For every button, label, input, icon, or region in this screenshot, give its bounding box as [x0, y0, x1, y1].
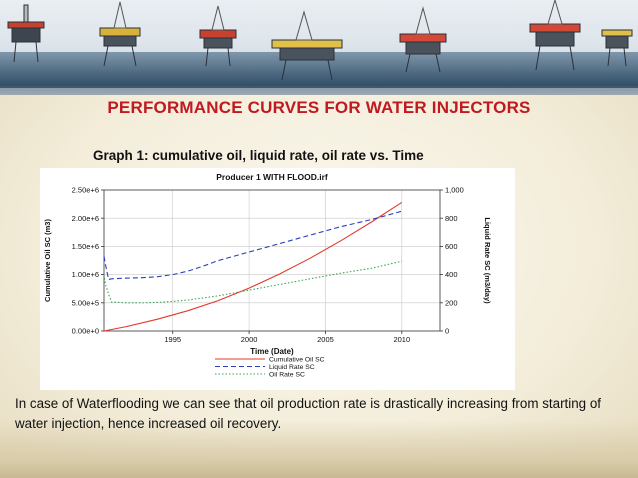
- graph-subtitle: Graph 1: cumulative oil, liquid rate, oi…: [93, 148, 424, 163]
- chart-svg: Producer 1 WITH FLOOD.irf 0.00e+0 5.00e+5…: [40, 168, 515, 390]
- left-tick-label: 1.50e+6: [72, 242, 99, 251]
- legend-label: Liquid Rate SC: [269, 364, 315, 371]
- chart-grid: [104, 190, 440, 331]
- x-tick-label: 1995: [164, 335, 181, 344]
- legend-label: Oil Rate SC: [269, 371, 305, 378]
- x-tick-label: 2005: [317, 335, 334, 344]
- oil-rigs-illustration: [7, 0, 633, 81]
- right-tick-label: 400: [445, 270, 458, 279]
- x-tick-label: 2010: [393, 335, 410, 344]
- right-tick-label: 600: [445, 242, 458, 251]
- left-tick-label: 5.00e+5: [72, 298, 99, 307]
- slide-title: PERFORMANCE CURVES FOR WATER INJECTORS: [107, 98, 531, 117]
- legend-label: Cumulative Oil SC: [269, 356, 325, 363]
- x-tick-label: 2000: [241, 335, 258, 344]
- right-tick-label: 0: [445, 327, 449, 336]
- right-axis-label: Liquid Rate SC (m3/day): [483, 217, 492, 304]
- slide-caption: In case of Waterflooding we can see that…: [15, 396, 602, 431]
- series-line-liquid-rate-sc: [103, 210, 402, 281]
- chart-title: Producer 1 WITH FLOOD.irf: [216, 172, 328, 182]
- performance-chart: Producer 1 WITH FLOOD.irf 0.00e+0 5.00e+5…: [40, 168, 515, 390]
- right-tick-label: 800: [445, 214, 458, 223]
- series-line-cumulative-oil-sc: [103, 201, 403, 332]
- series-layer: [103, 201, 403, 332]
- left-tick-label: 1.00e+6: [72, 270, 99, 279]
- left-tick-label: 2.50e+6: [72, 186, 99, 195]
- left-tick-label: 2.00e+6: [72, 214, 99, 223]
- right-tick-label: 1,000: [445, 186, 464, 195]
- left-tick-label: 0.00e+0: [72, 327, 99, 336]
- plot-area-frame: [103, 189, 441, 332]
- left-axis-label: Cumulative Oil SC (m3): [43, 219, 52, 302]
- right-axis-ticks: 0 200 400 600 800 1,000: [440, 186, 464, 336]
- right-tick-label: 200: [445, 298, 458, 307]
- x-axis-label: Time (Date): [250, 347, 294, 356]
- left-axis-ticks: 0.00e+0 5.00e+5 1.00e+6 1.50e+6 2.00e+6 2.50e…: [72, 186, 104, 336]
- desert-ground-background: [0, 420, 638, 478]
- x-axis-ticks: 1995 2000 2005 2010: [164, 331, 410, 344]
